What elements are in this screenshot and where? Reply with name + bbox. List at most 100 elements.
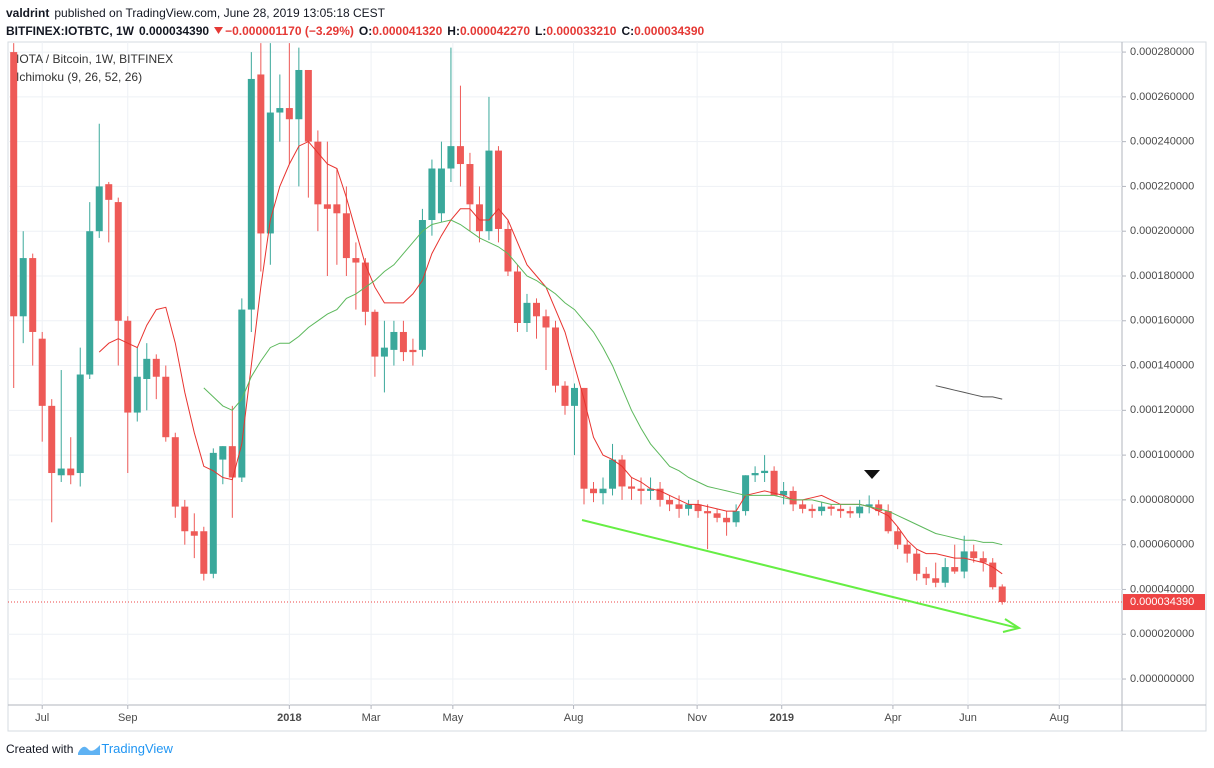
y-tick-label: 0.000260000 — [1130, 91, 1194, 103]
candle-body — [390, 331, 398, 350]
candle-body — [694, 504, 702, 512]
candle-body — [247, 78, 255, 310]
ohlc-label: O: — [358, 24, 373, 38]
candle-body — [257, 74, 265, 234]
candle-body — [333, 204, 341, 214]
candle-body — [704, 511, 712, 514]
candle-body — [561, 385, 569, 406]
candle-body — [456, 146, 464, 165]
candle-body — [647, 488, 655, 491]
candle-body — [685, 504, 693, 509]
candle-body — [124, 320, 132, 413]
candle-body — [494, 150, 502, 229]
candle-body — [86, 231, 94, 375]
candle-body — [856, 506, 864, 514]
candle-body — [513, 271, 521, 324]
candle-body — [799, 504, 807, 509]
candle-body — [171, 437, 179, 507]
candle-body — [466, 164, 474, 205]
x-tick-label: Nov — [687, 712, 707, 724]
author[interactable]: valdrint — [6, 6, 50, 20]
indicator-label: Ichimoku (9, 26, 52, 26) — [16, 70, 142, 84]
y-tick-label: 0.000160000 — [1130, 315, 1194, 327]
candle-body — [599, 488, 607, 494]
candle-body — [342, 213, 350, 259]
x-tick-label: May — [442, 712, 463, 724]
x-tick-label: Mar — [362, 712, 381, 724]
candle-body — [666, 499, 674, 505]
y-tick-label: 0.000180000 — [1130, 270, 1194, 282]
candle-body — [827, 506, 835, 509]
header-line: BITFINEX:IOTBTC, 1W 0.000034390 −0.0000011… — [6, 22, 704, 40]
candle-body — [409, 349, 417, 353]
candle-body — [238, 309, 246, 478]
candle-body — [67, 468, 75, 476]
x-tick-label: Jun — [959, 712, 977, 724]
ohlc-label: L: — [535, 24, 547, 38]
marker-triangle — [864, 470, 880, 479]
created-with: Created with — [6, 741, 74, 756]
candle-body — [323, 204, 331, 209]
candle-body — [133, 376, 141, 413]
candle-body — [209, 452, 217, 574]
x-tick-label: Sep — [118, 712, 138, 724]
candle-body — [475, 204, 483, 232]
candle-body — [200, 531, 208, 574]
candle-body — [162, 376, 170, 438]
candle-body — [818, 506, 826, 512]
y-tick-label: 0.000200000 — [1130, 225, 1194, 237]
price: 0.000034390 — [139, 24, 210, 38]
candle-body — [875, 504, 883, 512]
plot: 0.000034390 — [8, 43, 1205, 611]
candle-body — [656, 488, 664, 500]
candle-body — [979, 558, 987, 563]
candle-body — [789, 490, 797, 505]
candle-body — [266, 112, 274, 234]
candle-body — [276, 108, 284, 113]
candle-body — [894, 531, 902, 545]
candle-body — [751, 473, 759, 476]
brand[interactable]: TradingView — [101, 741, 173, 756]
candle-body — [998, 586, 1006, 603]
candle-body — [922, 573, 930, 579]
candle-body — [713, 513, 721, 518]
candle-body — [143, 358, 151, 379]
y-tick-label: 0.000240000 — [1130, 136, 1194, 148]
candle-body — [437, 168, 445, 214]
ohlc-label: H: — [447, 24, 460, 38]
candle-body — [618, 459, 626, 487]
last-price-box — [1123, 594, 1205, 611]
candle-body — [447, 146, 455, 169]
candle-body — [723, 517, 731, 523]
candle-body — [970, 551, 978, 559]
candle-body — [418, 220, 426, 350]
candle-body — [95, 186, 103, 232]
x-tick-label: Aug — [564, 712, 584, 724]
candle-body — [10, 52, 18, 317]
header: valdrint published on TradingView.com, Ju… — [6, 4, 704, 40]
y-tick-label: 0.000140000 — [1130, 359, 1194, 371]
candle-body — [380, 347, 388, 357]
candle-body — [532, 302, 540, 317]
candle-body — [542, 316, 550, 328]
candle-body — [228, 446, 236, 478]
chart: 0.000000000 0.000020000 0.000040000 0.00006… — [7, 41, 1207, 732]
y-tick-label: 0.000020000 — [1130, 628, 1194, 640]
y-tick-label: 0.000120000 — [1130, 404, 1194, 416]
candle-body — [628, 486, 636, 489]
candle-body — [742, 475, 750, 512]
candle-body — [29, 258, 37, 332]
candle-body — [485, 150, 493, 232]
x-tick-label: Apr — [884, 712, 901, 724]
y-tick-label: 0.000000000 — [1130, 673, 1194, 685]
candle-body — [19, 258, 27, 317]
y-tick-label: 0.000060000 — [1130, 539, 1194, 551]
candle-body — [57, 468, 65, 476]
chart-frame — [7, 41, 1207, 732]
chart-title: IOTA / Bitcoin, 1W, BITFINEX — [16, 52, 173, 66]
brand-logo — [78, 744, 101, 755]
ohlc-value: 0.000033210 — [546, 24, 617, 38]
candle-body — [951, 567, 959, 572]
candle-body — [76, 374, 84, 474]
candle-body — [808, 508, 816, 512]
